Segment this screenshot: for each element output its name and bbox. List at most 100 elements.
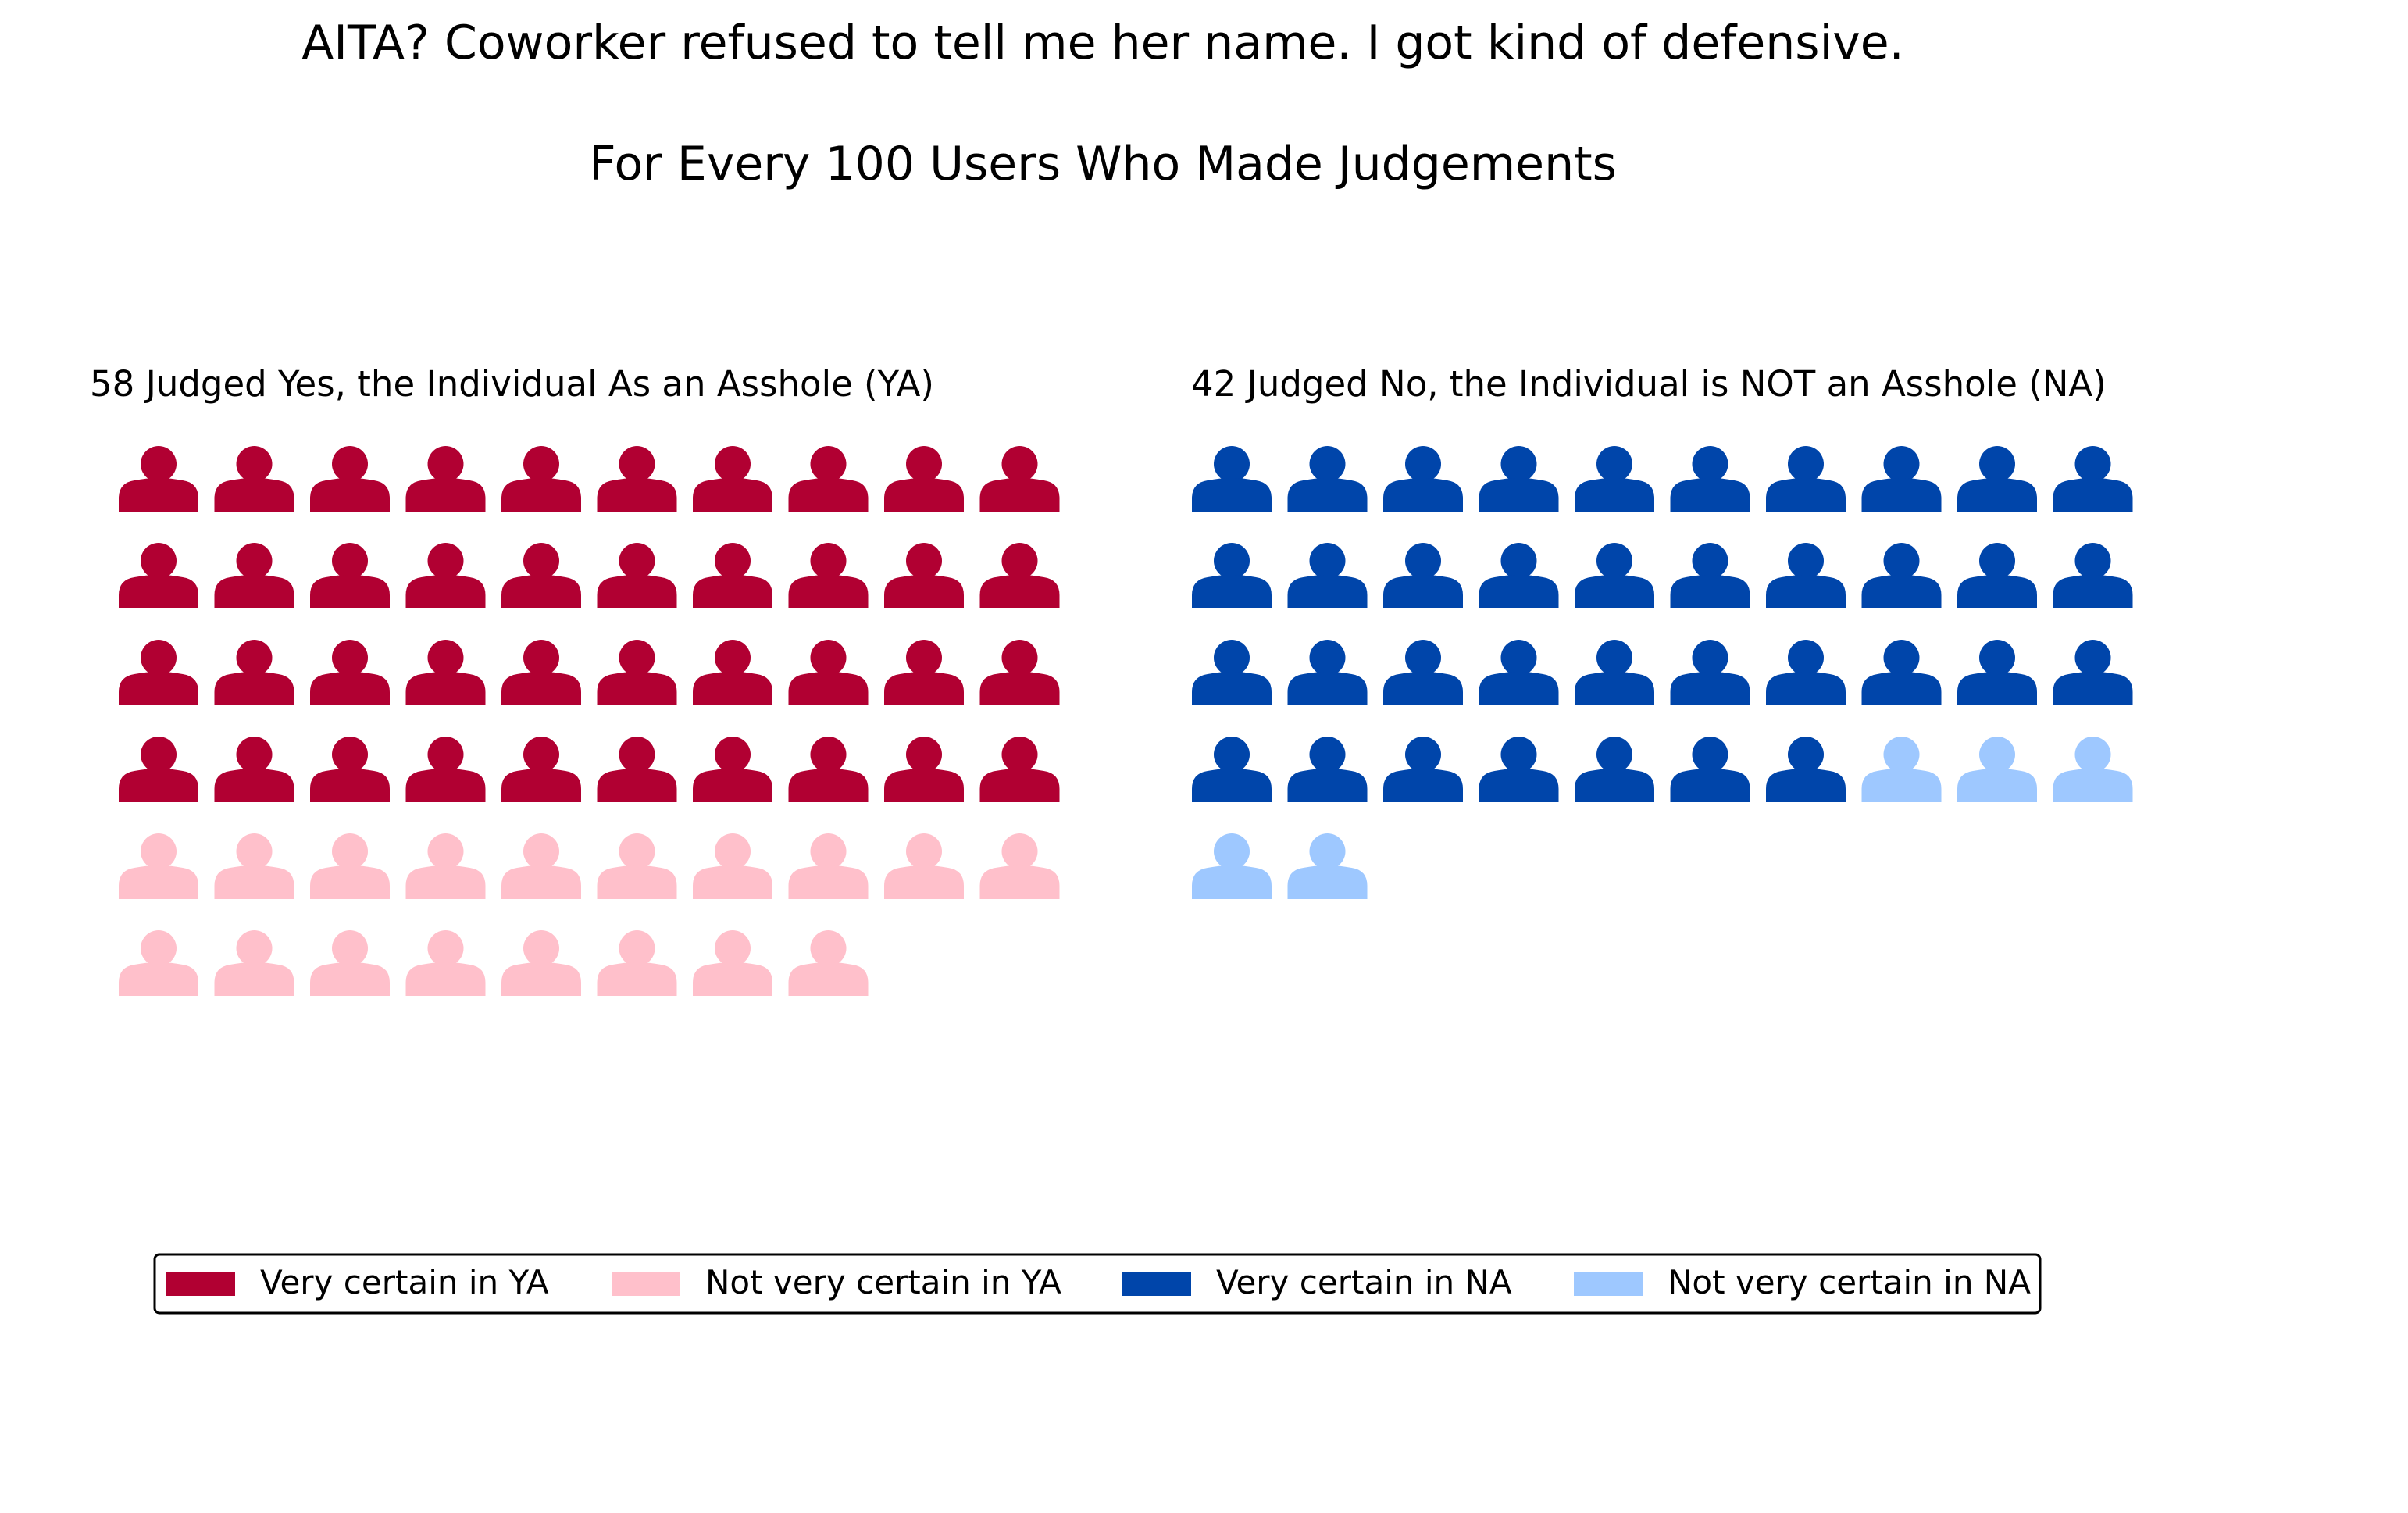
person-icon-very-certain-na	[1383, 737, 1463, 802]
person-icon-very-certain-ya	[788, 446, 869, 512]
legend-entry-very-certain-na: Very certain in NA	[1122, 1263, 1512, 1301]
person-icon-not-very-certain-ya	[214, 833, 294, 899]
person-icon-very-certain-na	[1192, 640, 1272, 705]
person-icon-very-certain-na	[2053, 640, 2133, 705]
person-icon-very-certain-na	[1192, 446, 1272, 512]
person-icon-very-certain-na	[1575, 737, 1654, 802]
person-icon-not-very-certain-ya	[119, 833, 198, 899]
person-icon-very-certain-ya	[310, 446, 390, 512]
person-icon-very-certain-na	[1861, 640, 1942, 705]
person-icon-very-certain-ya	[214, 446, 294, 512]
person-icon-not-very-certain-ya	[501, 930, 581, 996]
person-icon-not-very-certain-ya	[979, 833, 1060, 899]
person-icon-very-certain-ya	[884, 737, 964, 802]
person-icon-not-very-certain-na	[1957, 737, 2037, 802]
chart-title: AITA? Coworker refused to tell me her na…	[301, 16, 1903, 70]
person-icon-not-very-certain-ya	[884, 833, 964, 899]
person-icon-very-certain-na	[1479, 446, 1559, 512]
person-icon-very-certain-na	[1287, 446, 1368, 512]
group-label-ya: 58 Judged Yes, the Individual As an Assh…	[90, 363, 934, 405]
legend-entry-very-certain-ya: Very certain in YA	[166, 1263, 549, 1301]
person-icon-not-very-certain-ya	[119, 930, 198, 996]
person-icon-very-certain-na	[1383, 543, 1463, 608]
person-icon-very-certain-ya	[501, 446, 581, 512]
person-icon-very-certain-ya	[405, 543, 486, 608]
person-icon-not-very-certain-na	[1192, 833, 1272, 899]
person-icon-very-certain-na	[1670, 446, 1750, 512]
person-icon-very-certain-na	[1192, 737, 1272, 802]
person-icon-very-certain-ya	[310, 737, 390, 802]
person-icon-very-certain-na	[1766, 543, 1846, 608]
person-icon-not-very-certain-na	[1287, 833, 1368, 899]
person-icon-very-certain-ya	[693, 446, 772, 512]
person-icon-very-certain-ya	[979, 640, 1060, 705]
person-icon-very-certain-ya	[405, 640, 486, 705]
person-icon-very-certain-ya	[884, 446, 964, 512]
person-icon-not-very-certain-ya	[405, 833, 486, 899]
person-icon-very-certain-na	[1575, 543, 1654, 608]
person-icon-very-certain-na	[1670, 737, 1750, 802]
person-icon-very-certain-ya	[597, 446, 677, 512]
legend-swatch-very-certain-na	[1122, 1272, 1191, 1296]
person-icon-not-very-certain-ya	[597, 833, 677, 899]
person-icon-very-certain-na	[1479, 543, 1559, 608]
person-icon-very-certain-ya	[979, 446, 1060, 512]
person-icon-very-certain-ya	[501, 737, 581, 802]
person-icon-very-certain-ya	[119, 640, 198, 705]
person-icon-not-very-certain-ya	[214, 930, 294, 996]
person-icon-very-certain-na	[1861, 543, 1942, 608]
legend-swatch-not-very-certain-ya	[612, 1272, 680, 1296]
person-icon-very-certain-ya	[501, 640, 581, 705]
person-icon-not-very-certain-ya	[597, 930, 677, 996]
person-icon-very-certain-ya	[405, 737, 486, 802]
person-icon-not-very-certain-na	[2053, 737, 2133, 802]
person-icon-not-very-certain-ya	[310, 930, 390, 996]
legend-entry-not-very-certain-na: Not very certain in NA	[1574, 1263, 2031, 1301]
person-icon-very-certain-na	[1766, 640, 1846, 705]
person-icon-very-certain-ya	[884, 640, 964, 705]
person-icon-not-very-certain-ya	[693, 930, 772, 996]
person-icon-very-certain-ya	[788, 640, 869, 705]
person-icon-very-certain-ya	[119, 737, 198, 802]
person-icon-very-certain-ya	[597, 640, 677, 705]
person-icon-not-very-certain-ya	[693, 833, 772, 899]
person-icon-very-certain-na	[1766, 446, 1846, 512]
person-icon-very-certain-na	[1957, 446, 2037, 512]
person-icon-very-certain-ya	[693, 640, 772, 705]
person-icon-very-certain-ya	[214, 543, 294, 608]
person-icon-very-certain-ya	[979, 737, 1060, 802]
legend-swatch-very-certain-ya	[166, 1272, 235, 1296]
person-icon-very-certain-na	[1287, 640, 1368, 705]
person-icon-very-certain-na	[1383, 446, 1463, 512]
person-icon-very-certain-ya	[788, 543, 869, 608]
person-icon-very-certain-ya	[501, 543, 581, 608]
legend-label-not-very-certain-ya: Not very certain in YA	[705, 1263, 1061, 1301]
person-icon-very-certain-na	[1575, 640, 1654, 705]
person-icon-very-certain-ya	[310, 543, 390, 608]
group-label-na: 42 Judged No, the Individual is NOT an A…	[1191, 363, 2107, 405]
person-icon-very-certain-na	[1670, 543, 1750, 608]
person-icon-very-certain-ya	[597, 737, 677, 802]
person-icon-not-very-certain-ya	[788, 833, 869, 899]
legend-label-very-certain-na: Very certain in NA	[1216, 1263, 1512, 1301]
legend-label-very-certain-ya: Very certain in YA	[260, 1263, 549, 1301]
legend: Very certain in YA Not very certain in Y…	[153, 1253, 2042, 1315]
person-icon-very-certain-na	[1192, 543, 1272, 608]
person-icon-very-certain-na	[1861, 446, 1942, 512]
person-icon-very-certain-na	[2053, 543, 2133, 608]
person-icon-not-very-certain-ya	[788, 930, 869, 996]
person-icon-very-certain-ya	[597, 543, 677, 608]
legend-label-not-very-certain-na: Not very certain in NA	[1668, 1263, 2031, 1301]
person-icon-very-certain-ya	[884, 543, 964, 608]
person-icon-not-very-certain-ya	[405, 930, 486, 996]
person-icon-very-certain-na	[1766, 737, 1846, 802]
person-icon-very-certain-ya	[214, 737, 294, 802]
chart-subtitle: For Every 100 Users Who Made Judgements	[589, 137, 1617, 191]
person-icon-not-very-certain-na	[1861, 737, 1942, 802]
person-icon-very-certain-ya	[214, 640, 294, 705]
person-icon-very-certain-na	[2053, 446, 2133, 512]
person-icon-very-certain-na	[1479, 640, 1559, 705]
person-icon-very-certain-na	[1287, 543, 1368, 608]
person-icon-very-certain-na	[1670, 640, 1750, 705]
